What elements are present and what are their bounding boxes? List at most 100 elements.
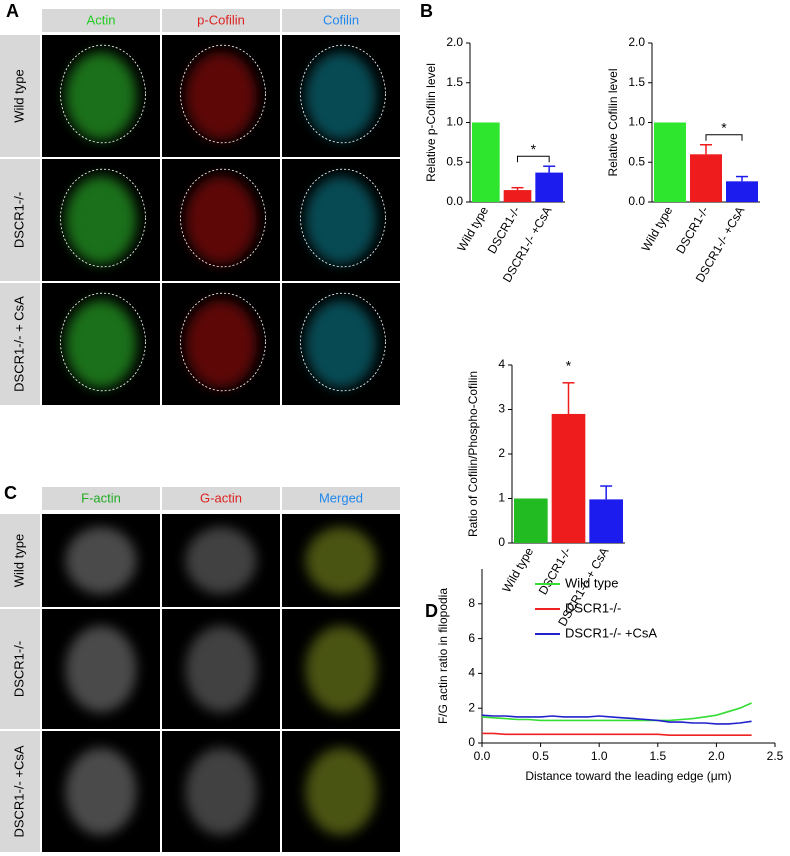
- y-tick-label: 0.5: [628, 154, 645, 168]
- legend-label: Wild type: [565, 575, 618, 590]
- legend-label: DSCR1-/-: [565, 600, 621, 615]
- row-header: DSCR1-/-: [11, 192, 26, 248]
- cell-signal: [305, 52, 377, 140]
- cell-signal: [185, 527, 257, 594]
- cell-signal: [185, 52, 257, 140]
- y-tick-label: 0: [468, 735, 475, 749]
- column-header-bg: [162, 487, 280, 510]
- legend-label: DSCR1-/- +CsA: [565, 625, 657, 640]
- x-tick-label: DSCR1-/-: [673, 204, 711, 256]
- column-header-bg: [42, 9, 160, 32]
- column-header-bg: [282, 9, 400, 32]
- bar: [535, 172, 563, 202]
- cell-signal: [185, 176, 257, 264]
- cell-signal: [305, 300, 377, 388]
- row-header: DSCR1-/-: [11, 641, 26, 697]
- bar: [654, 122, 686, 202]
- y-axis-label: Relative Cofilin level: [606, 68, 620, 176]
- x-tick-label: 2.5: [767, 749, 784, 763]
- cell-outline: [300, 44, 386, 144]
- column-header: F-actin: [81, 490, 121, 505]
- cell-signal: [185, 300, 257, 388]
- y-tick-label: 0: [498, 535, 505, 549]
- cell-signal: [65, 176, 137, 264]
- panel-label: C: [4, 483, 17, 503]
- x-tick-label: 1.0: [591, 749, 608, 763]
- row-header-bg: [0, 731, 40, 852]
- y-tick-label: 1.5: [446, 75, 463, 89]
- series-line: [481, 702, 752, 722]
- column-header-bg: [282, 487, 400, 510]
- row-header-bg: [0, 609, 40, 729]
- column-header: G-actin: [200, 490, 242, 505]
- series-line: [481, 714, 752, 725]
- panel-label: D: [425, 601, 438, 621]
- cell-outline: [60, 292, 146, 392]
- cell-signal: [65, 747, 137, 836]
- y-tick-label: 0.0: [628, 194, 645, 208]
- x-tick-label: 0.0: [474, 749, 491, 763]
- y-tick-label: 2: [498, 446, 505, 460]
- bar: [551, 413, 586, 543]
- y-tick-label: 0.5: [446, 154, 463, 168]
- y-axis-label: F/G actin ratio in filopodia: [436, 588, 450, 724]
- panel-label: A: [6, 1, 19, 21]
- bar: [690, 154, 722, 202]
- y-tick-label: 2: [468, 700, 475, 714]
- x-axis-label: Distance toward the leading edge (μm): [525, 769, 731, 783]
- row-header-bg: [0, 283, 40, 405]
- y-tick-label: 3: [498, 402, 505, 416]
- significance-label: *: [531, 141, 537, 157]
- cell-outline: [180, 168, 266, 268]
- row-header-bg: [0, 514, 40, 607]
- column-header-bg: [42, 487, 160, 510]
- cell-outline: [300, 292, 386, 392]
- row-header: Wild type: [11, 534, 26, 587]
- y-tick-label: 1.0: [628, 115, 645, 129]
- x-tick-label: 0.5: [532, 749, 549, 763]
- row-header: DSCR1-/- +CsA: [11, 745, 26, 837]
- bar: [503, 190, 532, 202]
- y-axis-label: Ratio of Cofilin/Phospho-Cofilin: [466, 371, 480, 537]
- cell-signal: [65, 625, 137, 713]
- bar: [589, 499, 623, 543]
- row-header: Wild type: [11, 69, 26, 122]
- row-header-bg: [0, 35, 40, 157]
- y-tick-label: 2.0: [628, 35, 645, 49]
- y-tick-label: 0.0: [446, 194, 463, 208]
- row-header: DSCR1-/- + CsA: [11, 296, 26, 392]
- column-header-bg: [162, 9, 280, 32]
- bar: [726, 181, 758, 202]
- cell-outline: [180, 292, 266, 392]
- cell-outline: [60, 168, 146, 268]
- y-tick-label: 1: [498, 491, 505, 505]
- panel-label: B: [420, 1, 433, 21]
- y-tick-label: 1.5: [628, 75, 645, 89]
- cell-signal: [65, 300, 137, 388]
- y-tick-label: 2.0: [446, 35, 463, 49]
- column-header: p-Cofilin: [197, 12, 245, 27]
- bar: [472, 122, 500, 202]
- y-tick-label: 4: [468, 666, 475, 680]
- y-tick-label: 4: [498, 357, 505, 371]
- y-tick-label: 8: [468, 596, 475, 610]
- y-tick-label: 1.0: [446, 115, 463, 129]
- cell-signal: [305, 527, 377, 594]
- column-header: Actin: [87, 12, 116, 27]
- cell-outline: [180, 44, 266, 144]
- column-header: Cofilin: [323, 12, 359, 27]
- cell-signal: [65, 527, 137, 594]
- significance-bracket: [517, 155, 550, 163]
- x-tick-label: Wild type: [639, 204, 676, 254]
- row-header-bg: [0, 159, 40, 281]
- cell-outline: [60, 44, 146, 144]
- cell-signal: [65, 52, 137, 140]
- y-axis-label: Relative p-Cofilin level: [424, 63, 438, 182]
- cell-outline: [300, 168, 386, 268]
- cell-signal: [305, 625, 377, 713]
- significance-label: *: [566, 358, 572, 374]
- significance-bracket: [705, 134, 743, 141]
- column-header: Merged: [319, 490, 363, 505]
- x-tick-label: 1.5: [649, 749, 666, 763]
